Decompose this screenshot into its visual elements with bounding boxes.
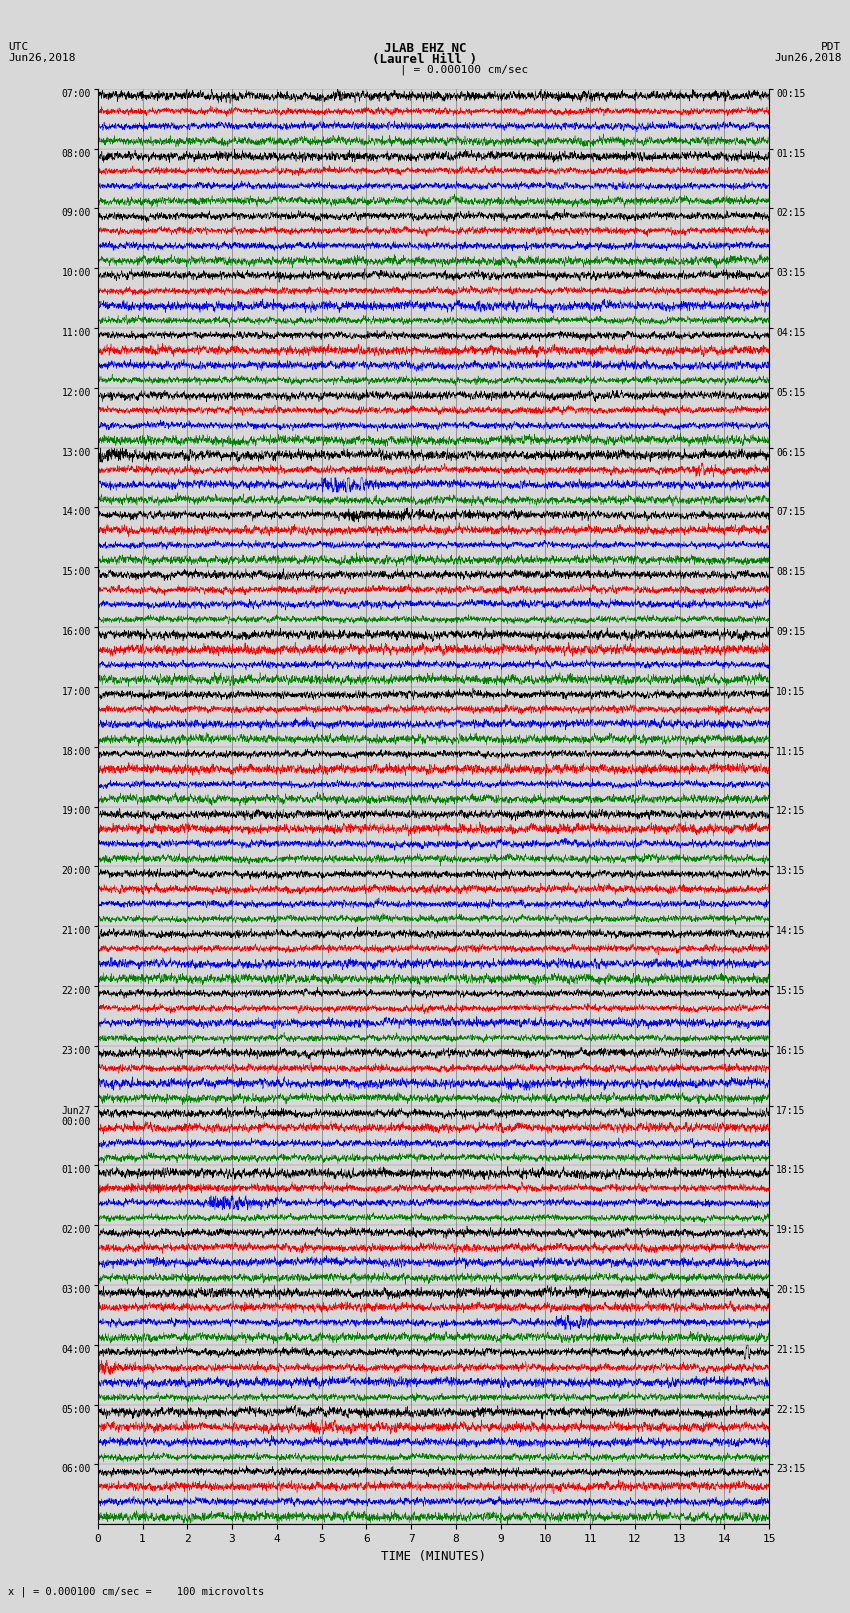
Text: JLAB EHZ NC: JLAB EHZ NC [383, 42, 467, 55]
Text: (Laurel Hill ): (Laurel Hill ) [372, 53, 478, 66]
Text: x | = 0.000100 cm/sec =    100 microvolts: x | = 0.000100 cm/sec = 100 microvolts [8, 1586, 264, 1597]
X-axis label: TIME (MINUTES): TIME (MINUTES) [381, 1550, 486, 1563]
Text: | = 0.000100 cm/sec: | = 0.000100 cm/sec [400, 65, 528, 76]
Text: Jun26,2018: Jun26,2018 [8, 53, 76, 63]
Text: PDT: PDT [821, 42, 842, 52]
Text: Jun26,2018: Jun26,2018 [774, 53, 842, 63]
Text: UTC: UTC [8, 42, 29, 52]
